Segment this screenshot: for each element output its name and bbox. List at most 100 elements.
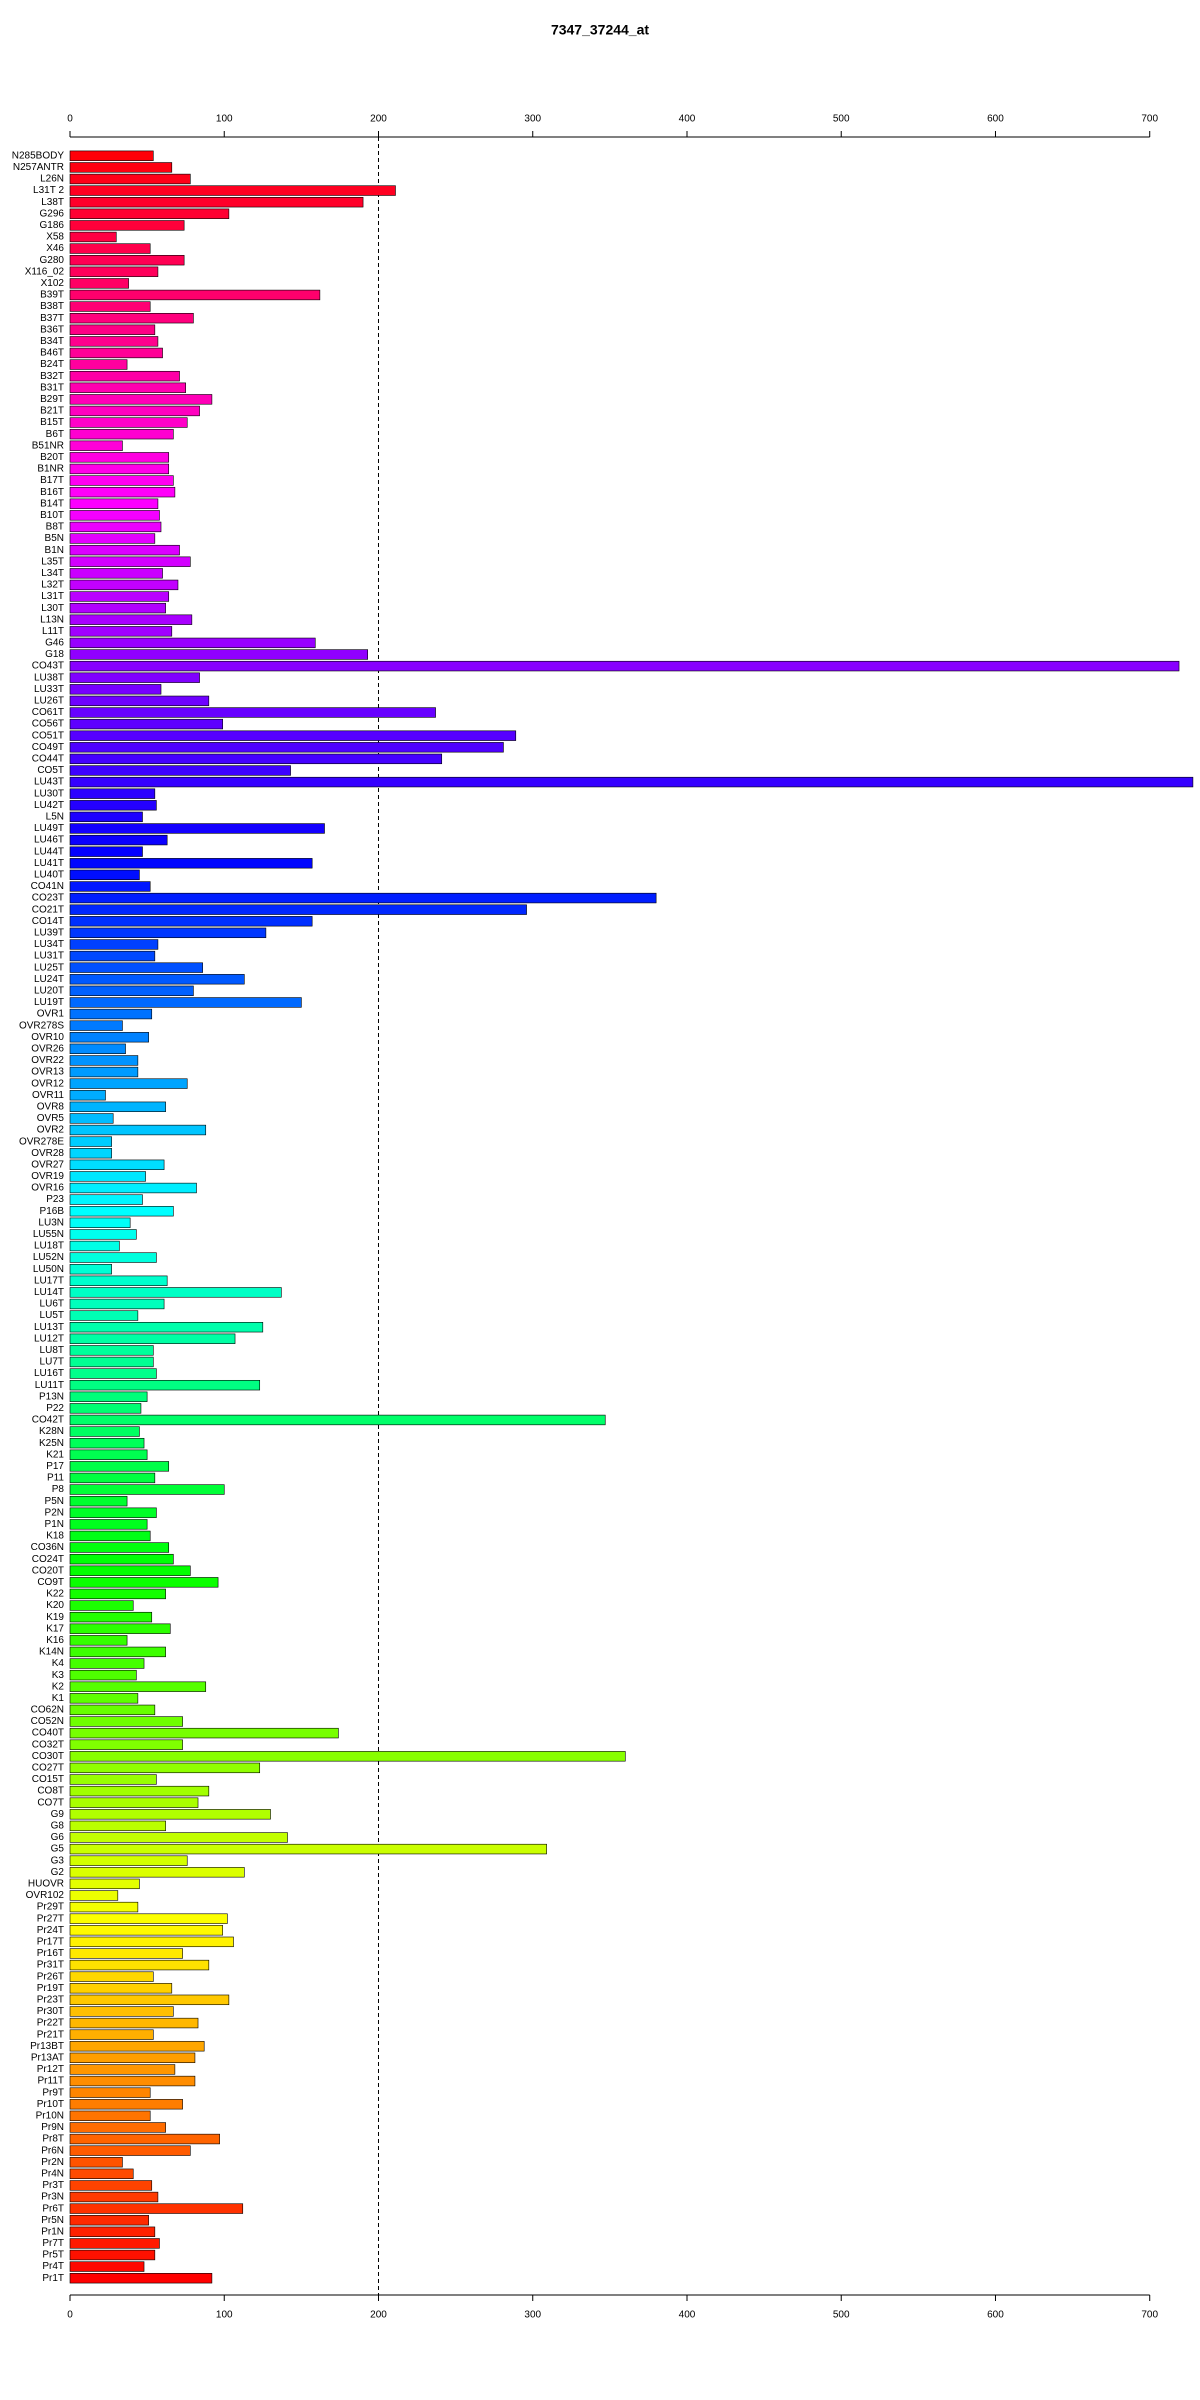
y-tick-label: G296 [40, 208, 65, 219]
y-tick-label: CO62N [31, 1705, 64, 1716]
bar [69, 1055, 139, 1066]
y-tick-label: Pr7T [42, 2238, 64, 2249]
y-tick-label: CO43T [32, 661, 64, 672]
bar [69, 2249, 156, 2261]
bar [69, 1507, 157, 1518]
x-tick-label: 700 [1141, 114, 1158, 125]
y-tick-label: LU33T [34, 684, 64, 695]
bar [69, 834, 168, 846]
bar [69, 869, 140, 881]
bar [69, 2261, 145, 2272]
y-tick-label: CO49T [32, 742, 64, 753]
y-tick-label: B39T [40, 290, 64, 301]
bar [69, 243, 151, 254]
bar [69, 417, 188, 428]
bar [69, 695, 210, 707]
y-tick-label: CO9T [37, 1577, 64, 1588]
bar [69, 1600, 134, 1611]
bar [69, 1008, 153, 1020]
bar [69, 916, 313, 927]
bar [69, 289, 321, 301]
y-tick-label: K25N [39, 1438, 64, 1449]
bar [69, 1611, 153, 1623]
bar [69, 1693, 139, 1704]
y-tick-label: CO56T [32, 719, 64, 730]
y-tick-label: P16B [40, 1206, 65, 1217]
bar [69, 440, 123, 451]
y-tick-label: B34T [40, 336, 64, 347]
y-tick-label: OVR12 [31, 1078, 64, 1089]
y-tick-label: CO32T [32, 1739, 64, 1750]
y-tick-label: P22 [46, 1403, 64, 1414]
bar [69, 1820, 166, 1832]
y-tick-label: CO8T [37, 1786, 64, 1797]
bar [69, 1426, 140, 1437]
y-tick-label: Pr22T [37, 2018, 64, 2029]
bar [69, 684, 162, 695]
y-tick-label: LU14T [34, 1287, 64, 1298]
y-tick-label: LU13T [34, 1322, 64, 1333]
bar [69, 1379, 261, 1391]
x-tick-label: 100 [216, 114, 233, 125]
bar [69, 2052, 196, 2064]
y-tick-label: P23 [46, 1194, 64, 1205]
bar [69, 1206, 174, 1217]
y-tick-label: LU40T [34, 870, 64, 881]
bar [69, 2087, 151, 2098]
y-tick-label: K17 [46, 1623, 64, 1634]
x-tick-label: 0 [67, 114, 73, 125]
y-tick-label: Pr16T [37, 1948, 64, 1959]
bar [69, 962, 203, 973]
y-tick-label: Pr5T [42, 2250, 64, 2261]
bar [69, 2168, 134, 2179]
y-tick-label: LU34T [34, 939, 64, 950]
bar [69, 1101, 166, 1112]
bar [69, 649, 368, 660]
y-tick-label: Pr24T [37, 1925, 64, 1936]
bar [69, 1066, 139, 1078]
bar [69, 486, 176, 498]
bar [69, 2041, 205, 2052]
bar [69, 1136, 112, 1147]
bar [69, 997, 302, 1008]
y-tick-label: K20 [46, 1600, 64, 1611]
bar [69, 985, 194, 997]
y-tick-label: B21T [40, 406, 64, 417]
bar [69, 1994, 230, 2006]
bar [69, 556, 191, 567]
x-tick-label: 200 [370, 2310, 387, 2321]
y-tick-label: G280 [40, 255, 65, 266]
bar [69, 150, 154, 161]
bar [69, 1588, 166, 1600]
y-tick-label: B6T [46, 429, 64, 440]
y-tick-label: K3 [52, 1670, 65, 1681]
bar [69, 1530, 151, 1542]
y-tick-label: G18 [45, 649, 64, 660]
bar [69, 2017, 199, 2029]
y-tick-label: OVR1 [37, 1009, 65, 1020]
bar [69, 753, 443, 765]
y-tick-label: CO36N [31, 1542, 64, 1553]
y-tick-label: K18 [46, 1531, 64, 1542]
bar [69, 730, 517, 741]
y-tick-label: Pr4N [41, 2168, 64, 2179]
y-tick-label: CO40T [32, 1728, 64, 1739]
bar [69, 301, 151, 312]
bar [69, 1449, 148, 1460]
bar [69, 1855, 188, 1866]
y-tick-label: LU24T [34, 974, 64, 985]
bar [69, 614, 193, 625]
y-tick-label: Pr21T [37, 2029, 64, 2040]
x-tick-label: 600 [987, 2310, 1004, 2321]
bar [69, 1403, 142, 1414]
y-tick-label: OVR16 [31, 1183, 64, 1194]
bar [69, 2180, 153, 2191]
y-tick-label: OVR19 [31, 1171, 64, 1182]
y-tick-label: CO21T [32, 904, 64, 915]
bar [69, 1345, 154, 1356]
y-tick-label: G8 [51, 1821, 65, 1832]
x-tick-label: 0 [67, 2310, 73, 2321]
bar [69, 1890, 119, 1901]
bar [69, 1032, 149, 1043]
